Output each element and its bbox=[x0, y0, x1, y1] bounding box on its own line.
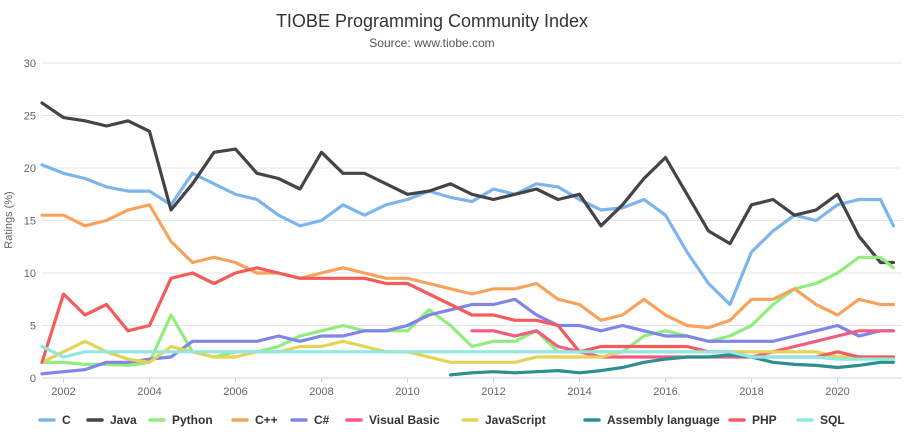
x-tick-label: 2008 bbox=[309, 386, 333, 398]
series-line-c[interactable] bbox=[40, 203, 895, 330]
legend-label: Java bbox=[110, 413, 137, 427]
legend-item-python[interactable]: Python bbox=[148, 413, 213, 427]
legend-label: Python bbox=[172, 413, 213, 427]
x-tick-label: 2016 bbox=[653, 386, 677, 398]
series-line-java[interactable] bbox=[40, 101, 895, 265]
legend-label: C# bbox=[314, 413, 330, 427]
series-line-javascript[interactable] bbox=[40, 339, 895, 364]
series-line-sql[interactable] bbox=[40, 344, 895, 361]
y-tick-label: 30 bbox=[24, 58, 36, 70]
x-tick-label: 2020 bbox=[825, 386, 849, 398]
x-tick-label: 2014 bbox=[567, 386, 591, 398]
series-line-c[interactable] bbox=[40, 297, 895, 376]
y-tick-label: 15 bbox=[24, 216, 36, 228]
legend-item-c[interactable]: C bbox=[38, 413, 71, 427]
y-tick-label: 25 bbox=[24, 111, 36, 123]
series-lines bbox=[40, 101, 895, 377]
series-line-assembly-language[interactable] bbox=[448, 353, 895, 377]
chart-subtitle: Source: www.tiobe.com bbox=[369, 36, 494, 50]
legend-label: SQL bbox=[820, 413, 845, 427]
legend-label: Assembly language bbox=[607, 413, 720, 427]
grid-lines bbox=[42, 62, 902, 379]
legend-label: Visual Basic bbox=[369, 413, 440, 427]
legend: C Java Python C++ C# Visual Basic JavaScript As… bbox=[38, 413, 845, 427]
legend-item-visual-basic[interactable]: Visual Basic bbox=[345, 413, 440, 427]
y-tick-label: 5 bbox=[30, 321, 36, 333]
series-line-python[interactable] bbox=[40, 255, 895, 367]
y-axis-ticks: 0 5 10 15 20 25 30 bbox=[24, 58, 36, 385]
legend-item-java[interactable]: Java bbox=[86, 413, 137, 427]
series-line-c[interactable] bbox=[40, 163, 895, 307]
x-axis-ticks: 2002 2004 2006 2008 2010 2012 2014 2016 2018 2020 bbox=[51, 378, 850, 398]
legend-label: JavaScript bbox=[485, 413, 546, 427]
x-tick-label: 2002 bbox=[51, 386, 75, 398]
legend-item-php[interactable]: PHP bbox=[728, 413, 777, 427]
x-tick-label: 2006 bbox=[223, 386, 247, 398]
x-tick-label: 2004 bbox=[137, 386, 161, 398]
legend-item-sql[interactable]: SQL bbox=[796, 413, 845, 427]
y-tick-label: 10 bbox=[24, 268, 36, 280]
legend-item-javascript[interactable]: JavaScript bbox=[461, 413, 546, 427]
legend-label: C bbox=[62, 413, 71, 427]
legend-label: C++ bbox=[255, 413, 278, 427]
x-tick-label: 2010 bbox=[395, 386, 419, 398]
y-tick-label: 0 bbox=[30, 373, 36, 385]
y-tick-label: 20 bbox=[24, 163, 36, 175]
legend-item-c[interactable]: C++ bbox=[231, 413, 278, 427]
x-tick-label: 2012 bbox=[481, 386, 505, 398]
legend-item-assembly-language[interactable]: Assembly language bbox=[583, 413, 720, 427]
chart-title: TIOBE Programming Community Index bbox=[276, 11, 588, 31]
y-axis-label: Ratings (%) bbox=[3, 191, 15, 248]
legend-item-c[interactable]: C# bbox=[290, 413, 330, 427]
legend-label: PHP bbox=[752, 413, 777, 427]
x-tick-label: 2018 bbox=[739, 386, 763, 398]
